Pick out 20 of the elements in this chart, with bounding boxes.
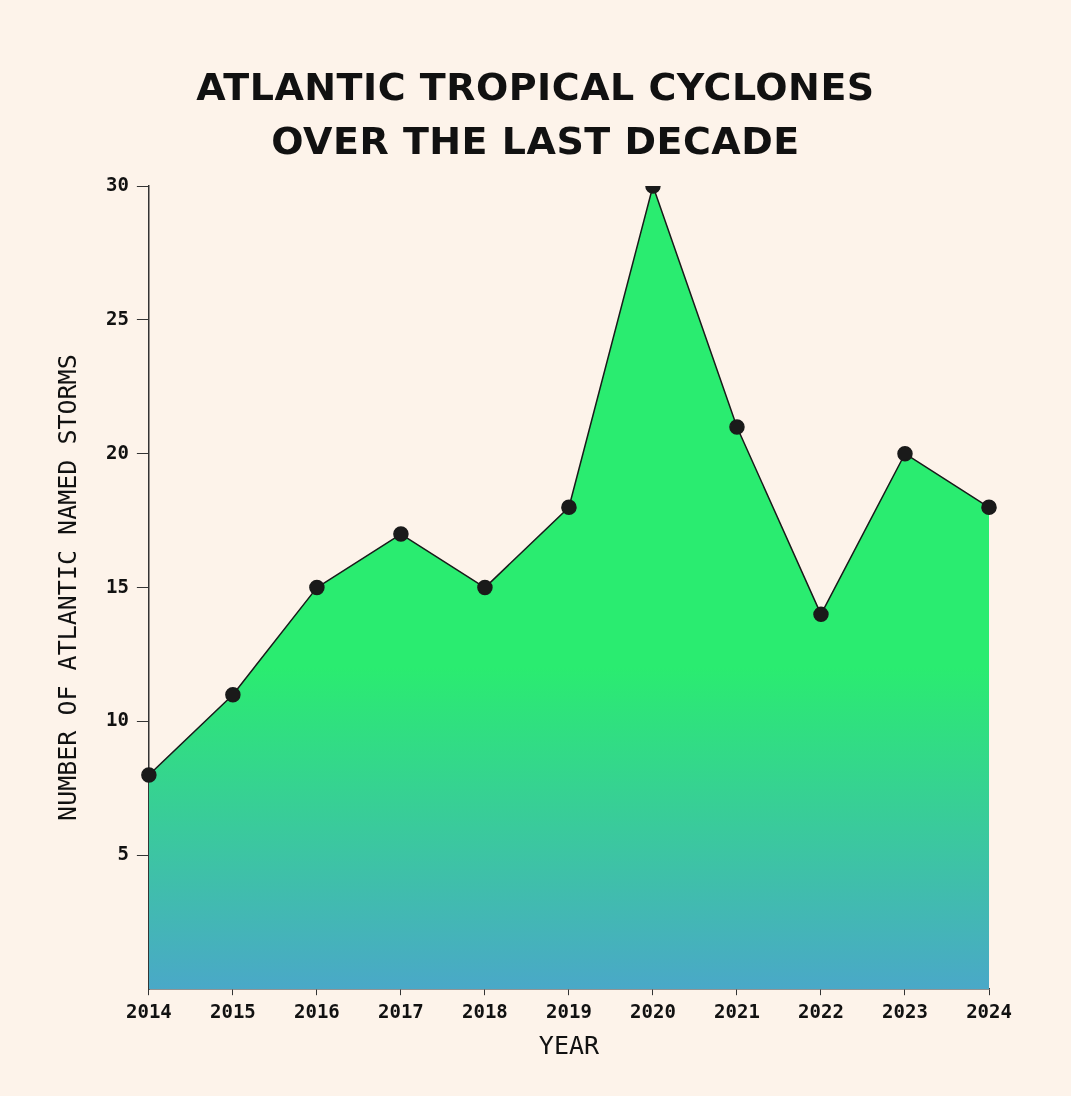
y-axis-title: NUMBER OF ATLANTIC NAMED STORMS [52, 354, 82, 821]
x-tick-label: 2024 [966, 999, 1012, 1022]
y-tick-label: 15 [105, 574, 129, 597]
x-tick-label: 2017 [378, 999, 424, 1022]
x-tick-label: 2018 [462, 999, 508, 1022]
x-axis-title: YEAR [538, 1030, 600, 1060]
x-tick-label: 2016 [294, 999, 340, 1022]
x-tick-label: 2014 [126, 999, 172, 1022]
x-tick-label: 2021 [714, 999, 760, 1022]
y-tick-label: 5 [117, 842, 129, 865]
x-tick-label: 2022 [798, 999, 844, 1022]
y-tick-label: 30 [105, 172, 129, 195]
x-tick-label: 2023 [882, 999, 928, 1022]
x-tick-label: 2019 [546, 999, 592, 1022]
chart-title: ATLANTIC TROPICAL CYCLONES OVER THE LAST DECADE [195, 64, 876, 165]
x-tick-label: 2020 [630, 999, 676, 1022]
y-tick-label: 25 [105, 306, 129, 329]
x-tick-label: 2015 [210, 999, 256, 1022]
y-tick-label: 10 [105, 708, 129, 731]
y-tick-label: 20 [105, 440, 129, 463]
